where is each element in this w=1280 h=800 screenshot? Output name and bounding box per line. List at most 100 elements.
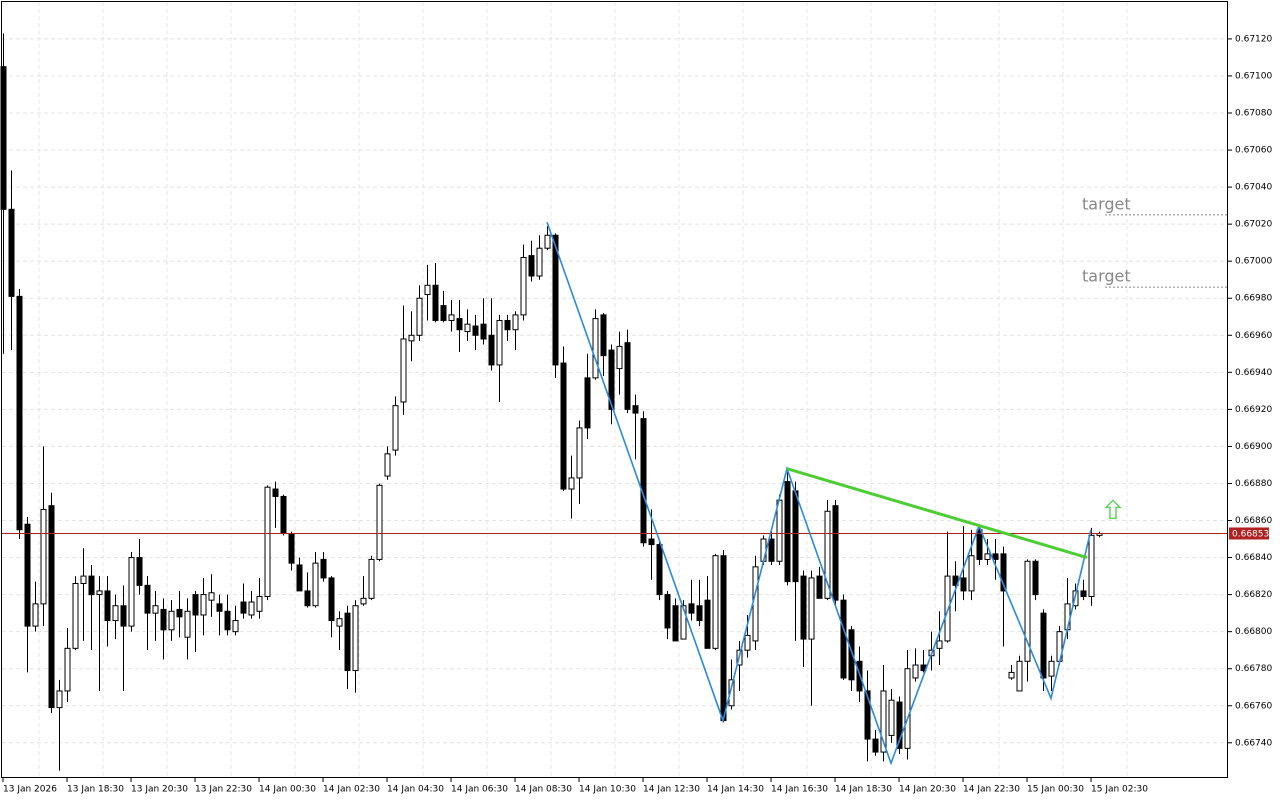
- candle-body: [360, 597, 367, 605]
- candle-body: [1008, 671, 1015, 679]
- candle-body: [840, 599, 847, 679]
- x-tick-label: 15 Jan 00:30: [1027, 785, 1084, 795]
- candle-body: [960, 577, 967, 592]
- candle-body: [592, 318, 599, 379]
- candle-body: [424, 284, 431, 296]
- candle-body: [1016, 660, 1023, 692]
- candle-body: [864, 690, 871, 740]
- candle-body: [440, 305, 447, 321]
- candle-body: [208, 592, 215, 601]
- candle-body: [512, 314, 519, 331]
- candle-body: [224, 610, 231, 631]
- candle-body: [304, 590, 311, 607]
- x-tick-label: 13 Jan 22:30: [195, 785, 252, 795]
- candle-body: [752, 566, 759, 642]
- candle-body: [40, 508, 47, 605]
- candle-body: [616, 345, 623, 370]
- candle-body: [144, 584, 151, 614]
- x-tick-label: 14 Jan 04:30: [387, 785, 444, 795]
- candle-body: [248, 601, 255, 616]
- candle-body: [1032, 560, 1039, 596]
- candle-body: [312, 562, 319, 607]
- candle-body: [680, 605, 687, 640]
- candle-body: [256, 595, 263, 612]
- y-tick-label: 0.66980: [1235, 294, 1272, 304]
- candle-body: [456, 318, 463, 331]
- candle-body: [264, 486, 271, 597]
- y-tick-label: 0.66940: [1235, 368, 1272, 378]
- candle-body: [888, 699, 895, 736]
- candle-body: [376, 484, 383, 560]
- candle-body: [288, 532, 295, 564]
- candle-body: [976, 529, 983, 560]
- x-tick-label: 14 Jan 18:30: [835, 785, 892, 795]
- x-tick-label: 14 Jan 08:30: [515, 785, 572, 795]
- candle-body: [536, 247, 543, 277]
- axes: 0.67120 0.67100 0.67080 0.67060 0.67040 0.670…: [2, 34, 1272, 795]
- candle-body: [768, 538, 775, 562]
- x-tick-label: 14 Jan 12:30: [643, 785, 700, 795]
- candle-body: [176, 608, 183, 618]
- candle-body: [600, 314, 607, 357]
- candle-body: [112, 605, 119, 622]
- y-tick-label: 0.67120: [1235, 34, 1272, 44]
- candle-body: [352, 605, 359, 672]
- candle-body: [504, 319, 511, 331]
- candle-body: [32, 603, 39, 627]
- candle-body: [168, 610, 175, 631]
- y-tick-label: 0.67060: [1235, 146, 1272, 156]
- candle-body: [672, 605, 679, 642]
- candle-body: [848, 629, 855, 681]
- candle-body: [824, 510, 831, 599]
- x-tick-label: 14 Jan 02:30: [323, 785, 380, 795]
- candle-body: [584, 377, 591, 429]
- candle-body: [1048, 660, 1055, 677]
- zigzag-line: [546, 222, 1092, 766]
- y-tick-label: 0.67100: [1235, 71, 1272, 81]
- x-tick-label: 14 Jan 16:30: [771, 785, 828, 795]
- candle-body: [712, 555, 719, 649]
- candle-body: [448, 314, 455, 321]
- x-tick-label: 14 Jan 10:30: [579, 785, 636, 795]
- candle-body: [776, 499, 783, 562]
- candle-body: [128, 557, 135, 627]
- candle-body: [160, 608, 167, 631]
- y-tick-label: 0.67000: [1235, 257, 1272, 267]
- candle-body: [1080, 590, 1087, 597]
- candle-body: [744, 634, 751, 651]
- candle-body: [56, 690, 63, 709]
- candle-body: [1024, 560, 1031, 662]
- candle-body: [608, 349, 615, 410]
- candle-body: [480, 323, 487, 340]
- y-tick-label: 0.66760: [1235, 701, 1272, 711]
- candle-body: [336, 618, 343, 627]
- candle-body: [392, 405, 399, 451]
- candle-body: [184, 610, 191, 638]
- candle-body: [568, 477, 575, 490]
- candle-body: [120, 605, 127, 627]
- candle-body: [48, 505, 55, 709]
- plot-frame: [1, 1, 1228, 778]
- candle-body: [72, 583, 79, 649]
- candle-body: [936, 640, 943, 649]
- candle-body: [320, 558, 327, 579]
- candle-body: [688, 603, 695, 614]
- candle-body: [152, 605, 159, 614]
- candle-body: [520, 256, 527, 316]
- candle-body: [1040, 612, 1047, 679]
- candle-body: [232, 620, 239, 633]
- candle-body: [656, 544, 663, 596]
- candle-body: [280, 495, 287, 534]
- target-label: target: [1082, 267, 1131, 286]
- target-label: target: [1082, 194, 1131, 213]
- candle-body: [624, 342, 631, 410]
- y-tick-label: 0.66920: [1235, 405, 1272, 415]
- candle-body: [808, 577, 815, 640]
- y-tick-label: 0.66740: [1235, 738, 1272, 748]
- y-tick-label: 0.67080: [1235, 108, 1272, 118]
- x-tick-label: 14 Jan 14:30: [707, 785, 764, 795]
- x-tick-label: 13 Jan 20:30: [131, 785, 188, 795]
- candle-body: [488, 334, 495, 366]
